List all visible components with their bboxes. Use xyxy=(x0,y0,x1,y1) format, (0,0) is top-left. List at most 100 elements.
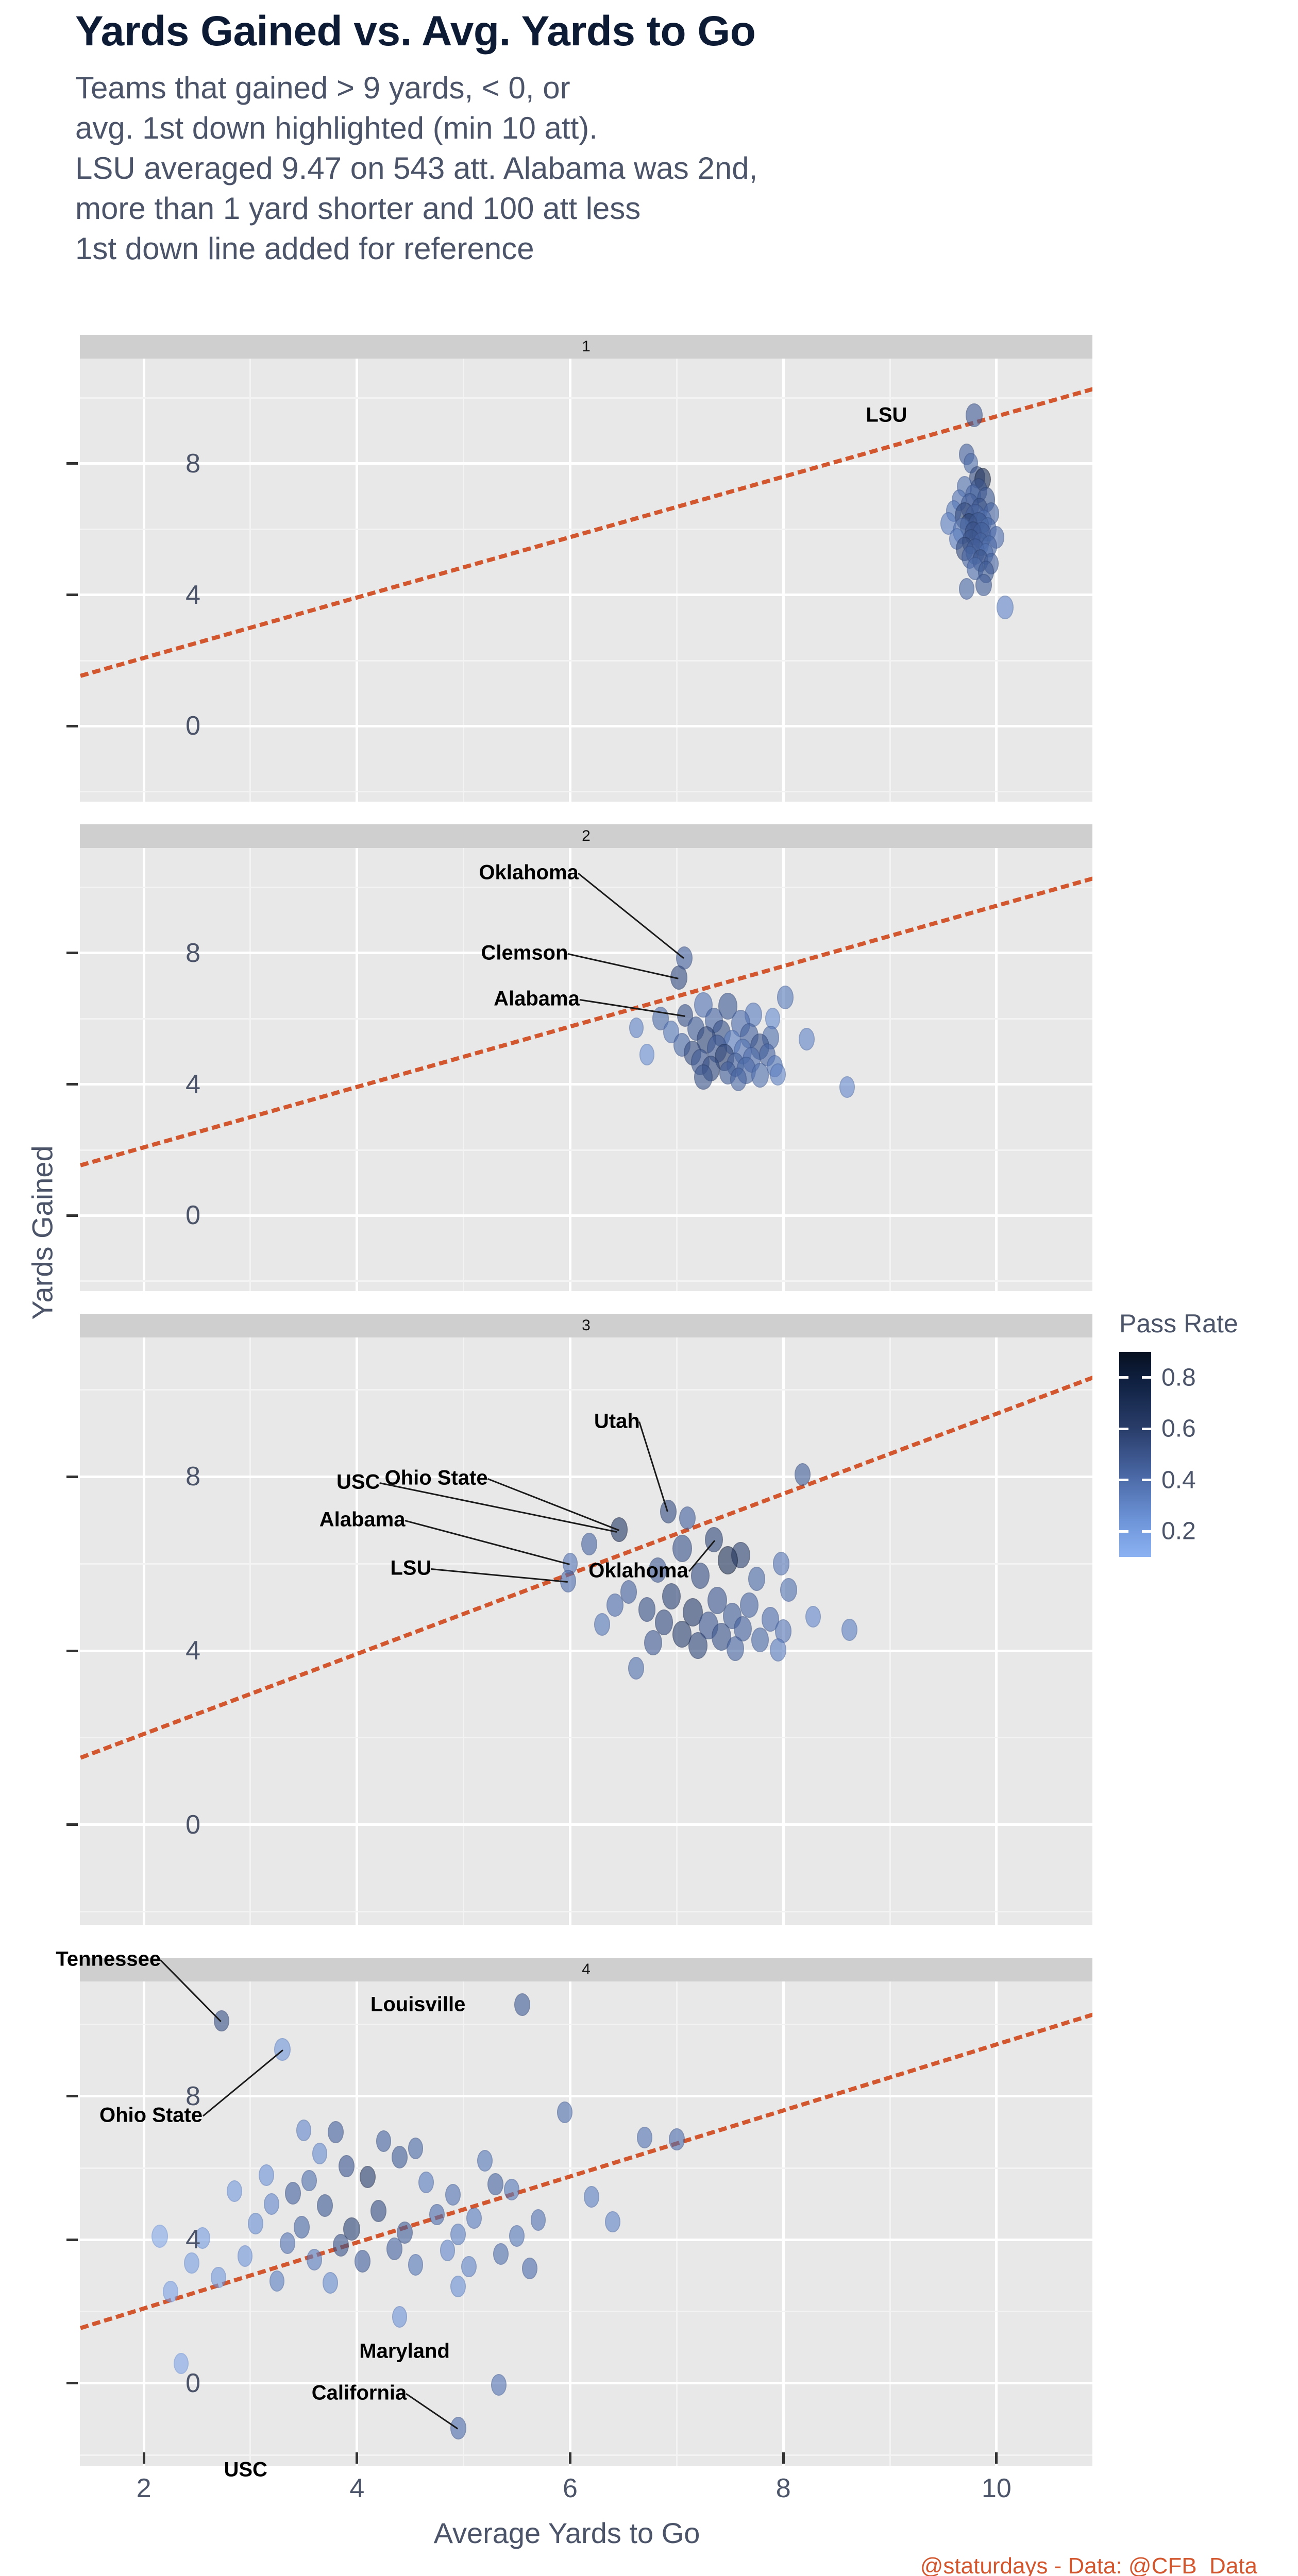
legend-tick-label: 0.4 xyxy=(1161,1466,1196,1494)
data-point xyxy=(637,2126,653,2148)
gridline-vertical xyxy=(782,1981,785,2466)
y-axis-tick-mark xyxy=(66,724,78,727)
data-point xyxy=(370,2199,386,2223)
y-axis-tick-label: 8 xyxy=(186,448,200,479)
gridline-horizontal-minor xyxy=(80,1280,1092,1282)
y-axis-tick-label: 4 xyxy=(186,2225,200,2255)
y-axis-tick-label: 0 xyxy=(186,1200,200,1231)
facet-strip-3: 3 xyxy=(80,1314,1092,1337)
data-point xyxy=(397,2221,413,2244)
data-point xyxy=(307,2248,322,2270)
data-point xyxy=(461,2256,477,2278)
legend-tick-mark xyxy=(1119,1427,1128,1430)
data-point xyxy=(285,2181,301,2205)
data-point xyxy=(777,986,794,1009)
data-point xyxy=(269,2270,285,2292)
annotation-label-alabama: Alabama xyxy=(319,1508,406,1531)
data-point xyxy=(477,2150,493,2172)
data-point xyxy=(312,2143,328,2165)
legend-tick-mark xyxy=(1142,1530,1151,1533)
gridline-vertical xyxy=(142,1981,145,2466)
data-point xyxy=(264,2193,280,2215)
gridline-vertical xyxy=(568,848,571,1291)
data-point xyxy=(606,1593,623,1617)
annotation-label-lsu: LSU xyxy=(866,403,907,427)
y-axis-tick-mark xyxy=(66,1475,78,1478)
data-point xyxy=(327,2121,344,2144)
first-down-reference-line xyxy=(80,387,1092,679)
y-axis-tick-label: 0 xyxy=(186,711,200,741)
gridline-vertical xyxy=(995,1981,998,2466)
data-point xyxy=(333,2233,349,2257)
data-point xyxy=(605,2211,621,2233)
data-point xyxy=(648,1557,667,1583)
gridline-horizontal-minor xyxy=(80,1388,1092,1391)
x-axis-tick-mark xyxy=(356,2452,359,2464)
y-axis-tick-label: 0 xyxy=(186,1809,200,1840)
y-axis-tick-mark xyxy=(66,2238,78,2241)
data-point xyxy=(628,1656,645,1680)
data-point xyxy=(662,1583,681,1610)
gridline-vertical xyxy=(995,848,998,1291)
annotation-label-ohio-state: Ohio State xyxy=(384,1466,488,1489)
gridline-horizontal xyxy=(80,952,1092,955)
data-point xyxy=(301,2170,317,2192)
gridline-vertical xyxy=(142,359,145,802)
gridline-horizontal xyxy=(80,594,1092,597)
x-axis-tick-label: 4 xyxy=(349,2473,365,2503)
gridline-vertical xyxy=(568,1981,571,2466)
data-point xyxy=(594,1613,611,1636)
plot-area-3 xyxy=(80,1337,1092,1925)
x-axis-tick-mark xyxy=(995,2452,998,2464)
annotation-label-maryland: Maryland xyxy=(359,2340,450,2363)
data-point xyxy=(491,2374,507,2396)
legend-title: Pass Rate xyxy=(1119,1309,1238,1338)
data-point xyxy=(293,2216,310,2239)
data-point xyxy=(450,2275,466,2297)
first-down-reference-line xyxy=(80,876,1092,1168)
gridline-vertical-minor xyxy=(889,1981,891,2466)
legend-colorbar: 0.8 0.6 0.4 0.2 xyxy=(1119,1352,1196,1557)
data-point xyxy=(841,1618,857,1641)
x-axis-tick-mark xyxy=(142,2452,145,2464)
x-axis-tick-label: 10 xyxy=(981,2473,1012,2503)
facet-strip-1: 1 xyxy=(80,335,1092,359)
gridline-horizontal-minor xyxy=(80,2024,1092,2026)
gridline-vertical xyxy=(995,1337,998,1925)
x-axis-tick-label: 2 xyxy=(136,2473,151,2503)
data-point xyxy=(997,596,1014,619)
data-point xyxy=(280,2232,296,2255)
data-point xyxy=(323,2272,338,2294)
data-point xyxy=(259,2164,274,2186)
data-point xyxy=(975,573,992,597)
annotation-label-lsu: LSU xyxy=(390,1556,432,1580)
facet-strip-label: 1 xyxy=(582,338,591,355)
gridline-vertical xyxy=(995,359,998,802)
data-point xyxy=(466,2207,482,2229)
gridline-horizontal xyxy=(80,2095,1092,2098)
annotation-label-tennessee: Tennessee xyxy=(56,1947,161,1971)
y-axis-tick-mark xyxy=(66,2095,78,2098)
y-axis-tick-mark xyxy=(66,2382,78,2385)
gridline-vertical-minor xyxy=(889,359,891,802)
annotation-label-usc: USC xyxy=(224,2458,267,2481)
x-axis-tick-mark xyxy=(782,2452,785,2464)
gridline-horizontal-minor xyxy=(80,886,1092,888)
gridline-vertical xyxy=(356,359,359,802)
data-point xyxy=(727,1636,744,1661)
gridline-vertical-minor xyxy=(249,848,251,1291)
data-point xyxy=(440,2240,456,2262)
data-point xyxy=(730,1067,747,1091)
facet-panel-3: 3 xyxy=(80,1314,1092,1925)
legend-tick-mark xyxy=(1119,1479,1128,1482)
data-point xyxy=(740,1592,758,1618)
data-point xyxy=(514,1993,530,2016)
data-point xyxy=(445,2184,461,2206)
data-point xyxy=(772,1552,790,1575)
data-point xyxy=(707,1587,727,1615)
data-point xyxy=(718,1546,738,1574)
data-point xyxy=(248,2213,264,2234)
data-point xyxy=(450,2223,466,2245)
data-point xyxy=(338,2155,355,2178)
x-axis-label: Average Yards to Go xyxy=(433,2517,700,2549)
